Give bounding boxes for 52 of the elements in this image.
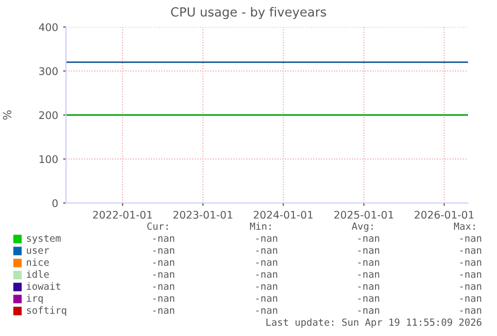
legend-label: idle: [26, 270, 49, 278]
text: -nan: [256, 308, 278, 314]
legend-label: irq: [26, 294, 43, 304]
text: -nan: [358, 272, 380, 278]
chart-title: CPU usage - by fiveyears: [171, 6, 326, 20]
x-tick-label: 2022-01-01: [93, 210, 152, 219]
text: -nan: [358, 236, 380, 242]
y-tick-label: 0: [52, 199, 58, 208]
x-tick-label: 2023-01-01: [173, 210, 232, 219]
x-tick-label: 2025-01-01: [334, 210, 394, 219]
text: -nan: [358, 296, 380, 302]
text: -nan: [460, 260, 482, 266]
text: -nan: [358, 260, 380, 266]
text: -nan: [153, 308, 174, 314]
text: -nan: [460, 284, 482, 290]
text: -nan: [358, 248, 380, 254]
legend-label: user: [26, 248, 50, 254]
text: -nan: [256, 236, 278, 242]
text: -nan: [153, 236, 174, 242]
text: -nan: [256, 248, 278, 254]
text: -nan: [153, 272, 174, 278]
legend-label: softirq: [27, 306, 66, 316]
x-tick-label: 2024-01-01: [254, 210, 313, 219]
y-tick-label: 400: [38, 23, 58, 32]
text: -nan: [358, 308, 380, 314]
y-axis-title: %: [2, 110, 12, 120]
legend-label: system: [27, 234, 61, 244]
y-tick-label: 300: [39, 67, 58, 76]
text: -nan: [460, 308, 482, 314]
text: -nan: [153, 248, 174, 254]
text: Avg:: [352, 222, 373, 232]
text: -nan: [460, 248, 482, 254]
text: -nan: [358, 284, 380, 290]
text: -nan: [256, 272, 278, 278]
text: -nan: [460, 236, 482, 242]
text: -nan: [460, 272, 482, 278]
text: Cur:: [147, 222, 168, 230]
text: -nan: [256, 260, 278, 266]
text: -nan: [153, 260, 174, 266]
legend-label: nice: [26, 258, 49, 266]
text: -nan: [256, 296, 278, 302]
text: -nan: [153, 296, 174, 302]
y-tick-label: 100: [40, 155, 58, 164]
text: -nan: [256, 284, 278, 290]
text: Last update: Sun Apr 19 11:55:09 2026: [266, 318, 482, 328]
text: Max:: [454, 222, 475, 230]
legend-label: iowait: [26, 282, 60, 290]
text: Min:: [250, 222, 271, 230]
text: -nan: [153, 284, 174, 290]
y-tick-label: 200: [39, 111, 58, 120]
text: -nan: [460, 296, 482, 302]
x-tick-label: 2026-01-01: [414, 210, 474, 219]
